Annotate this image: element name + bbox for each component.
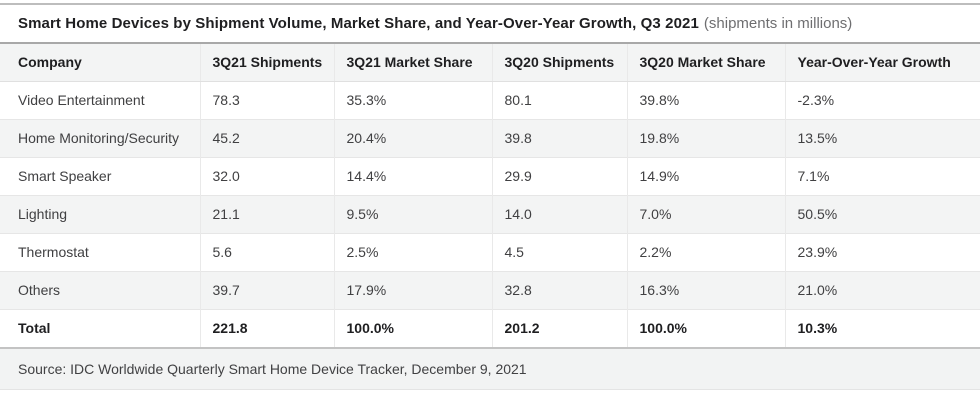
column-header-3q21-market-share: 3Q21 Market Share (333, 43, 492, 82)
table-cell: 221.8 (199, 308, 334, 347)
table-cell: 13.5% (784, 118, 980, 157)
table-row-video-entertainment: Video Entertainment 78.3 35.3% 80.1 39.8… (0, 81, 980, 119)
table-cell: 2.2% (626, 232, 785, 271)
table-row-home-monitoring-security: Home Monitoring/Security 45.2 20.4% 39.8… (0, 118, 980, 157)
table-cell: 14.0 (491, 194, 627, 233)
table-cell: 35.3% (333, 81, 492, 119)
table-row-total: Total 221.8 100.0% 201.2 100.0% 10.3% (0, 308, 980, 347)
table-cell: 23.9% (784, 232, 980, 271)
table-row-smart-speaker: Smart Speaker 32.0 14.4% 29.9 14.9% 7.1% (0, 156, 980, 195)
table-cell: 20.4% (333, 118, 492, 157)
table-cell: 39.8 (491, 118, 627, 157)
table-row-others: Others 39.7 17.9% 32.8 16.3% 21.0% (0, 270, 980, 309)
table-cell: 14.9% (626, 156, 785, 195)
table-cell: 5.6 (199, 232, 334, 271)
table-cell: 4.5 (491, 232, 627, 271)
column-header-3q20-shipments: 3Q20 Shipments (491, 43, 627, 82)
source-text: Source: IDC Worldwide Quarterly Smart Ho… (18, 361, 527, 377)
table-cell: 9.5% (333, 194, 492, 233)
page-title: Smart Home Devices by Shipment Volume, M… (18, 15, 699, 32)
shipments-table: Company 3Q21 Shipments 3Q21 Market Share… (0, 42, 980, 347)
table-cell: 32.8 (491, 270, 627, 309)
column-header-3q20-market-share: 3Q20 Market Share (626, 43, 785, 82)
table-cell: 32.0 (199, 156, 334, 195)
title-bar: Smart Home Devices by Shipment Volume, M… (0, 5, 980, 42)
source-bar: Source: IDC Worldwide Quarterly Smart Ho… (0, 347, 980, 390)
company-cell: Others (0, 270, 200, 309)
table-cell: 45.2 (199, 118, 334, 157)
table-cell: 39.7 (199, 270, 334, 309)
header-row: Company 3Q21 Shipments 3Q21 Market Share… (0, 43, 980, 82)
table-cell: 201.2 (491, 308, 627, 347)
table-cell: 50.5% (784, 194, 980, 233)
table-cell: 7.0% (626, 194, 785, 233)
table-cell: 100.0% (626, 308, 785, 347)
table-cell: 19.8% (626, 118, 785, 157)
table-cell: 21.1 (199, 194, 334, 233)
company-cell: Video Entertainment (0, 81, 200, 119)
table-cell: 16.3% (626, 270, 785, 309)
company-cell: Lighting (0, 194, 200, 233)
table-cell: -2.3% (784, 81, 980, 119)
table-card: Smart Home Devices by Shipment Volume, M… (0, 3, 980, 390)
table-cell: 14.4% (333, 156, 492, 195)
company-cell: Thermostat (0, 232, 200, 271)
company-cell: Smart Speaker (0, 156, 200, 195)
column-header-3q21-shipments: 3Q21 Shipments (199, 43, 334, 82)
total-label-cell: Total (0, 308, 200, 347)
table-cell: 2.5% (333, 232, 492, 271)
company-cell: Home Monitoring/Security (0, 118, 200, 157)
column-header-yoy-growth: Year-Over-Year Growth (784, 43, 980, 82)
column-header-company: Company (0, 43, 200, 82)
title-note: (shipments in millions) (703, 15, 853, 32)
table-row-lighting: Lighting 21.1 9.5% 14.0 7.0% 50.5% (0, 194, 980, 233)
table-cell: 100.0% (333, 308, 492, 347)
table-cell: 29.9 (491, 156, 627, 195)
table-cell: 80.1 (491, 81, 627, 119)
table-cell: 10.3% (784, 308, 980, 347)
table-cell: 7.1% (784, 156, 980, 195)
table-cell: 17.9% (333, 270, 492, 309)
table-cell: 39.8% (626, 81, 785, 119)
table-cell: 21.0% (784, 270, 980, 309)
table-cell: 78.3 (199, 81, 334, 119)
table-row-thermostat: Thermostat 5.6 2.5% 4.5 2.2% 23.9% (0, 232, 980, 271)
